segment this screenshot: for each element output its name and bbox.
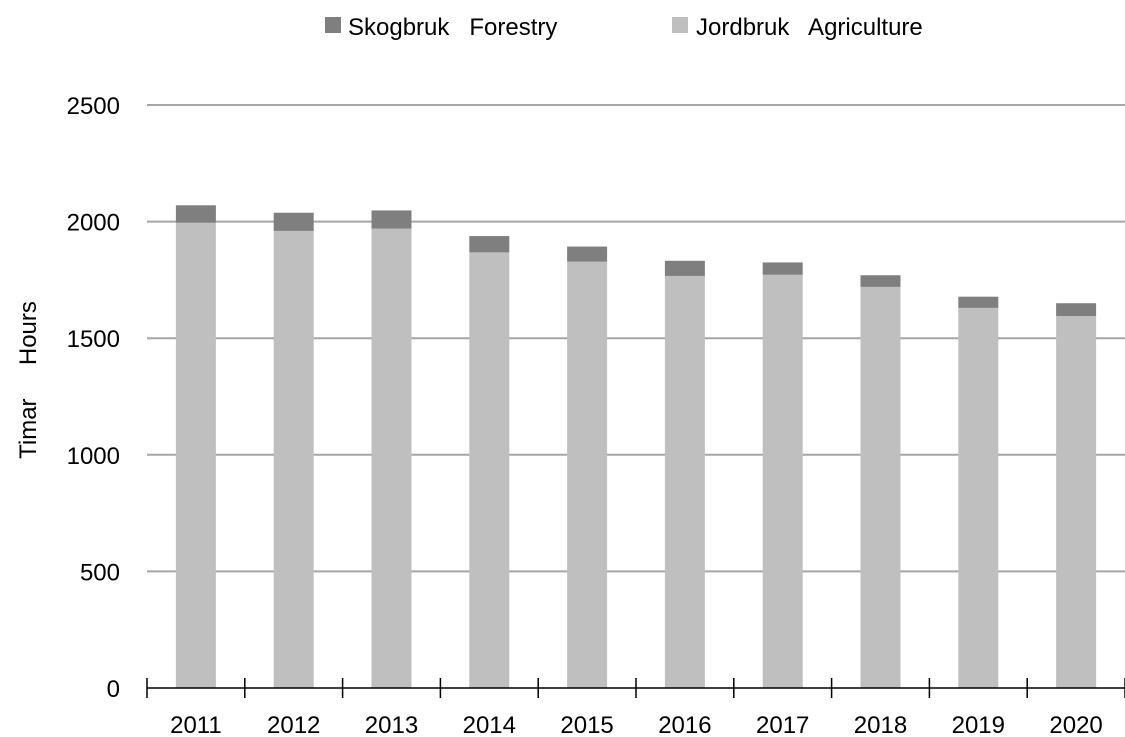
legend-label-forestry: Skogbruk Forestry [348, 14, 557, 41]
legend-swatch-agriculture [672, 17, 688, 33]
x-axis: 2011 2012 2013 2014 2015 2016 2017 2018 2019 2020 [146, 678, 1125, 737]
bar-segment-agriculture [567, 261, 608, 688]
y-tick-label: 0 [107, 676, 120, 703]
bar-segment-agriculture [371, 228, 412, 688]
x-tick-label: 2012 [267, 712, 320, 737]
legend-label-agriculture: Jordbruk Agriculture [696, 14, 923, 41]
legend: Skogbruk Forestry Jordbruk Agriculture [325, 14, 923, 41]
bar-segment-forestry [273, 212, 314, 231]
y-axis-label: Timar Hours [15, 301, 42, 459]
x-tick-label: 2018 [854, 712, 907, 737]
y-tick-label: 500 [80, 559, 120, 586]
bar-segment-agriculture [175, 222, 216, 689]
legend-swatch-forestry [325, 17, 341, 33]
bar-segment-agriculture [664, 275, 705, 688]
y-axis-ticks: 0 500 1000 1500 2000 2500 [67, 93, 120, 703]
bar-segment-forestry [469, 236, 510, 253]
bar-segment-forestry [567, 246, 608, 262]
bar-segment-forestry [175, 205, 216, 223]
x-tick-label: 2019 [952, 712, 1005, 737]
bar-segment-agriculture [958, 307, 999, 688]
bar-segment-agriculture [1056, 316, 1097, 688]
x-tick-label: 2013 [365, 712, 418, 737]
x-tick-label: 2016 [658, 712, 711, 737]
bar-segment-forestry [958, 296, 999, 308]
x-tick-label: 2011 [170, 712, 222, 737]
bar-segment-agriculture [860, 286, 901, 688]
bars [175, 205, 1097, 689]
bar-segment-agriculture [469, 252, 510, 689]
y-tick-label: 2000 [67, 210, 120, 237]
bar-segment-forestry [762, 262, 803, 275]
bar-segment-forestry [1056, 303, 1097, 317]
bar-segment-agriculture [762, 274, 803, 688]
bar-segment-forestry [664, 260, 705, 276]
x-tick-label: 2020 [1049, 712, 1102, 737]
x-tick-label: 2014 [463, 712, 516, 737]
bar-segment-forestry [371, 210, 412, 229]
y-tick-label: 1000 [67, 443, 120, 470]
y-tick-label: 1500 [67, 326, 120, 353]
x-tick-label: 2017 [756, 712, 809, 737]
bar-segment-agriculture [273, 230, 314, 689]
y-tick-label: 2500 [67, 93, 120, 120]
x-tick-label: 2015 [560, 712, 613, 737]
bar-segment-forestry [860, 275, 901, 287]
